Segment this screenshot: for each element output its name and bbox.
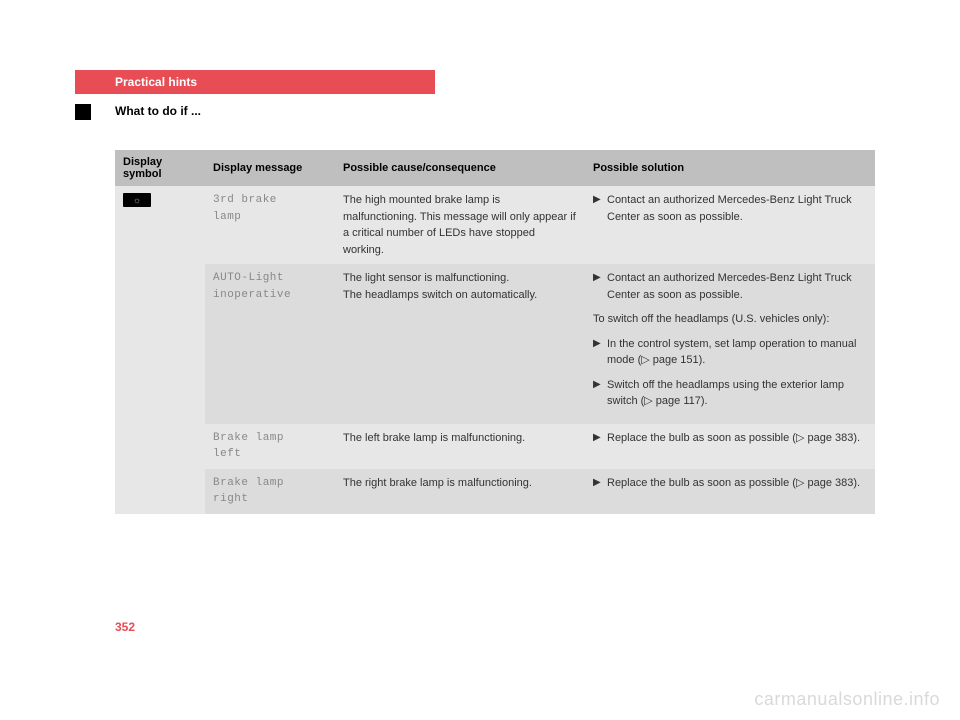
- message-cell: AUTO-Lightinoperative: [205, 264, 335, 424]
- solution-cell: ▶Contact an authorized Mercedes-Benz Lig…: [585, 186, 875, 264]
- table-row: Brake lamprightThe right brake lamp is m…: [115, 469, 875, 514]
- col-header-symbol: Display symbol: [115, 150, 205, 186]
- message-cell: Brake lampleft: [205, 424, 335, 469]
- troubleshooting-table: Display symbol Display message Possible …: [115, 150, 875, 514]
- page-number: 352: [115, 620, 155, 634]
- table-row: AUTO-LightinoperativeThe light sensor is…: [115, 264, 875, 424]
- message-cell: Brake lampright: [205, 469, 335, 514]
- solution-cell: ▶Contact an authorized Mercedes-Benz Lig…: [585, 264, 875, 424]
- cause-cell: The light sensor is malfunctioning.The h…: [335, 264, 585, 424]
- col-header-cause: Possible cause/consequence: [335, 150, 585, 186]
- col-header-message: Display message: [205, 150, 335, 186]
- col-header-solution: Possible solution: [585, 150, 875, 186]
- solution-cell: ▶Replace the bulb as soon as possible (▷…: [585, 469, 875, 514]
- message-cell: 3rd brakelamp: [205, 186, 335, 264]
- symbol-cell: ☼: [115, 186, 205, 514]
- table-row: ☼ 3rd brakelampThe high mounted brake lam…: [115, 186, 875, 264]
- cause-cell: The high mounted brake lamp is malfuncti…: [335, 186, 585, 264]
- section-header: Practical hints: [75, 70, 435, 94]
- section-subtitle: What to do if ...: [115, 104, 201, 118]
- table-header-row: Display symbol Display message Possible …: [115, 150, 875, 186]
- solution-cell: ▶Replace the bulb as soon as possible (▷…: [585, 424, 875, 469]
- marker-square: [75, 104, 91, 120]
- watermark: carmanualsonline.info: [754, 689, 940, 710]
- lamp-icon: ☼: [123, 193, 151, 207]
- cause-cell: The left brake lamp is malfunctioning.: [335, 424, 585, 469]
- table-row: Brake lampleftThe left brake lamp is mal…: [115, 424, 875, 469]
- cause-cell: The right brake lamp is malfunctioning.: [335, 469, 585, 514]
